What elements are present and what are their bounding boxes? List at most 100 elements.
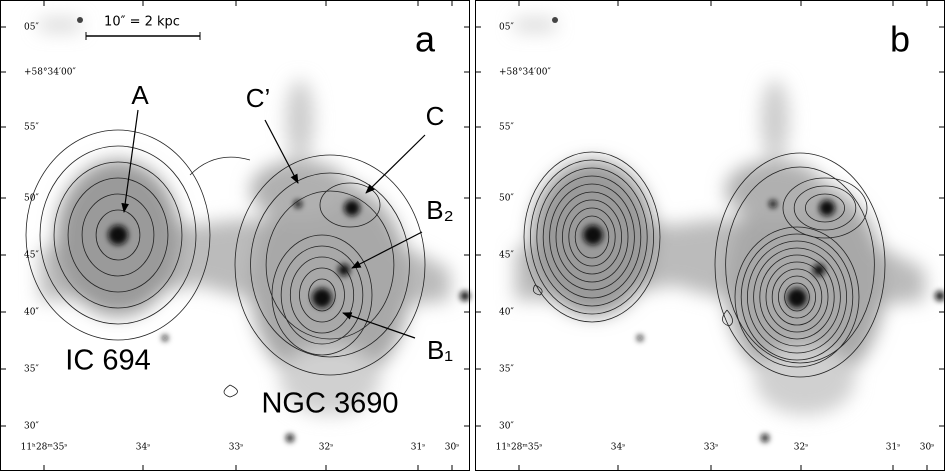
- y-axis-label: +58°34′00″: [24, 68, 76, 78]
- contour: [714, 152, 886, 378]
- contour: [753, 247, 841, 347]
- contour: [740, 233, 854, 361]
- contour: [319, 182, 381, 228]
- x-axis-label: 33ˢ: [704, 443, 718, 453]
- contours: [523, 151, 886, 378]
- arrow: [365, 134, 426, 194]
- contour: [280, 245, 364, 345]
- panel-letter: a: [415, 19, 436, 60]
- star: [552, 17, 558, 23]
- annotation: C’: [246, 83, 271, 113]
- annotation: B₁: [427, 335, 453, 365]
- arrow: [351, 231, 423, 269]
- panel: 05″ +58°34′00″ 55″ 50″ 45″ 40″ 35″ 30″ 11ʰ28ᵐ35ˢ…: [0, 0, 470, 471]
- y-axis-label: 30″: [499, 422, 514, 432]
- x-axis-label: 11ʰ28ᵐ35ˢ: [496, 443, 543, 453]
- contour: [81, 193, 155, 277]
- x-axis-label: 32ˢ: [319, 443, 333, 453]
- contour: [53, 161, 183, 309]
- core: [787, 288, 807, 308]
- contour: [784, 282, 810, 312]
- emission: [755, 345, 855, 415]
- x-axis-label: 30ˢ: [920, 443, 934, 453]
- core: [286, 434, 294, 442]
- y-axis-label: 55″: [499, 123, 514, 133]
- contour: [549, 183, 635, 291]
- y-axis-label: 40″: [24, 308, 39, 318]
- emission: [280, 345, 380, 415]
- x-axis-label: 34ˢ: [136, 443, 150, 453]
- core: [583, 225, 603, 245]
- core: [761, 434, 769, 442]
- contour: [95, 209, 141, 261]
- core: [312, 288, 332, 308]
- x-axis-label: 33ˢ: [229, 443, 243, 453]
- contour: [523, 151, 661, 323]
- annotation: IC 694: [65, 345, 150, 377]
- contour: [271, 234, 373, 356]
- x-axis-label: 32ˢ: [794, 443, 808, 453]
- contour: [299, 267, 345, 323]
- core: [819, 200, 835, 216]
- contour: [542, 175, 642, 299]
- core: [460, 291, 470, 301]
- y-axis-label: 50″: [24, 194, 39, 204]
- annotation: A: [131, 80, 149, 110]
- contour: [555, 191, 629, 283]
- annotation: C: [426, 101, 445, 131]
- core: [637, 335, 643, 341]
- y-axis-label: 35″: [499, 365, 514, 375]
- contour: [234, 154, 426, 376]
- annotation: B₂: [426, 195, 453, 225]
- contour: [782, 177, 868, 239]
- y-axis-label: 05″: [499, 23, 514, 33]
- emission: [725, 180, 885, 390]
- core: [813, 264, 825, 276]
- contour: [289, 256, 355, 334]
- scale-bar-label: 10″ = 2 kpc: [104, 15, 180, 30]
- contour: [530, 159, 654, 315]
- arrow: [264, 119, 299, 184]
- y-axis-label: 45″: [24, 251, 39, 261]
- emission: [40, 20, 80, 30]
- contour: [189, 156, 251, 398]
- panel: 05″ +58°34′00″ 55″ 50″ 45″ 40″ 35″ 30″ 11ʰ28ᵐ35ˢ…: [475, 0, 945, 471]
- contour: [765, 261, 829, 333]
- star: [77, 17, 83, 23]
- contour: [804, 193, 845, 223]
- core: [338, 264, 350, 276]
- contour: [574, 215, 610, 259]
- emission: [250, 160, 350, 220]
- annotation: NGC 3690: [261, 388, 398, 420]
- y-axis-label: 05″: [24, 23, 39, 33]
- contour: [568, 207, 616, 267]
- x-axis-label: 31ˢ: [411, 443, 425, 453]
- contour: [308, 278, 336, 312]
- arrow: [121, 109, 139, 213]
- contour: [777, 275, 816, 319]
- x-axis-label: 30ˢ: [445, 443, 459, 453]
- contours: [25, 129, 426, 398]
- y-axis-label: 55″: [24, 123, 39, 133]
- y-axis-label: 35″: [24, 365, 39, 375]
- contour: [562, 199, 623, 275]
- contour: [793, 185, 857, 231]
- panel-letter: b: [890, 19, 910, 60]
- x-axis-label: 11ʰ28ᵐ35ˢ: [21, 443, 68, 453]
- core: [344, 200, 360, 216]
- core: [769, 200, 777, 208]
- y-axis-label: 30″: [24, 422, 39, 432]
- contour: [265, 190, 395, 340]
- x-axis-label: 34ˢ: [611, 443, 625, 453]
- core: [108, 225, 128, 245]
- cores: [583, 200, 945, 442]
- contour: [536, 167, 648, 307]
- emission: [725, 160, 825, 220]
- contour: [250, 172, 410, 358]
- contour: [67, 177, 169, 293]
- emission: [250, 180, 410, 390]
- core: [935, 291, 945, 301]
- contour: [725, 166, 875, 364]
- emission: [286, 80, 314, 160]
- y-axis-label: 50″: [499, 194, 514, 204]
